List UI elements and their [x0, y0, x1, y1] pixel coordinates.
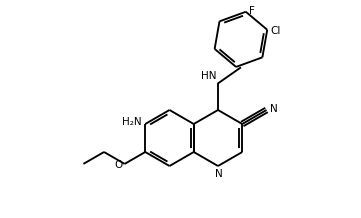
Text: HN: HN	[200, 72, 216, 81]
Text: N: N	[215, 169, 223, 179]
Text: O: O	[114, 160, 123, 170]
Text: H₂N: H₂N	[122, 117, 141, 127]
Text: F: F	[249, 6, 255, 16]
Text: Cl: Cl	[270, 26, 280, 36]
Text: N: N	[270, 104, 278, 114]
